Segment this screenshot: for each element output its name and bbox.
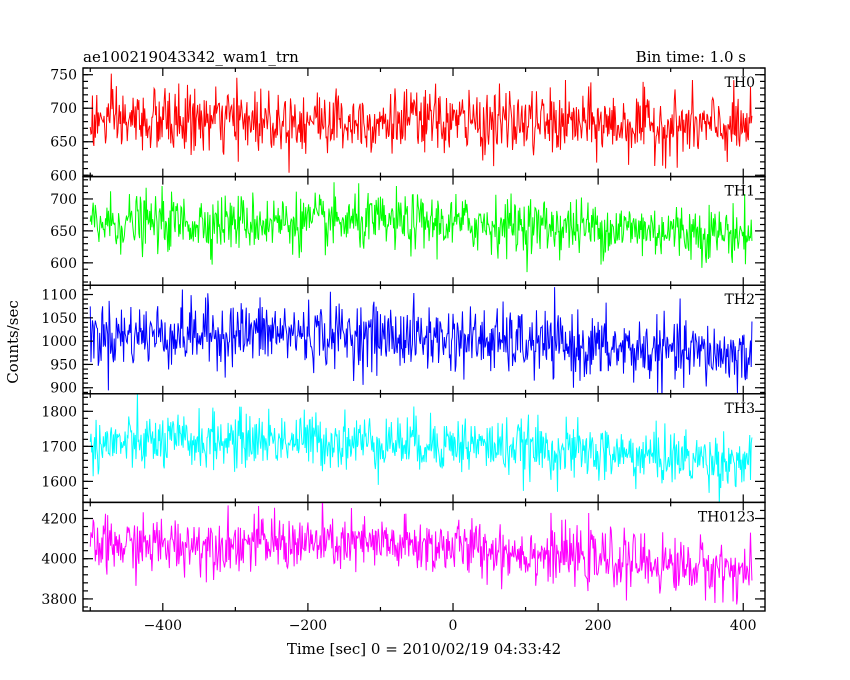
y-tick-label: 900 <box>50 381 77 397</box>
y-tick-label: 650 <box>50 224 77 240</box>
x-tick-label: 0 <box>449 618 458 634</box>
panel-th2: 900 950 1000 1050 1100 TH2 <box>41 284 766 397</box>
panel-label: TH0123 <box>698 509 755 525</box>
panel-label: TH3 <box>725 401 755 417</box>
y-tick-label: 700 <box>50 192 77 208</box>
y-tick-label: 4200 <box>41 511 77 527</box>
y-tick-label: 700 <box>50 101 77 117</box>
y-tick-label: 950 <box>50 357 77 373</box>
panel-frame <box>82 501 766 612</box>
chart-title: ae100219043342_wam1_trn <box>83 48 299 66</box>
y-tick-label: 3800 <box>41 592 77 608</box>
chart-subtitle: Bin time: 1.0 s <box>636 48 746 66</box>
y-tick-label: 1000 <box>41 334 77 350</box>
y-tick-label: 1800 <box>41 404 77 420</box>
panel-th0123: 3800 4000 4200 TH0123 <box>41 501 766 612</box>
x-tick-label: −200 <box>289 618 327 634</box>
y-tick-label: 600 <box>50 256 77 272</box>
panels-group: 600 650 700 750 TH0 600 650 700 TH1 900 950 1000 105… <box>41 67 766 634</box>
series-line-th3 <box>89 393 753 503</box>
panel-th0: 600 650 700 750 TH0 <box>50 67 766 184</box>
panel-label: TH2 <box>725 292 755 308</box>
y-tick-label: 650 <box>50 135 77 151</box>
panel-frame <box>82 393 766 504</box>
y-tick-label: 1050 <box>41 311 77 327</box>
panel-th1: 600 650 700 TH1 <box>50 175 766 286</box>
x-tick-label: 400 <box>730 618 757 634</box>
y-tick-label: 4000 <box>41 552 77 568</box>
x-axis-label: Time [sec] 0 = 2010/02/19 04:33:42 <box>287 640 561 658</box>
x-tick-label: −400 <box>144 618 182 634</box>
y-tick-label: 600 <box>50 168 77 184</box>
series-line-th0123 <box>89 502 753 605</box>
y-axis-label: Counts/sec <box>4 300 22 384</box>
panel-label: TH0 <box>725 75 755 91</box>
series-line-th2 <box>89 287 753 394</box>
series-line-th1 <box>89 182 753 273</box>
series-line-th0 <box>89 73 753 173</box>
panel-th3: 1600 1700 1800 TH3 <box>41 393 766 504</box>
y-tick-label: 1700 <box>41 439 77 455</box>
y-tick-label: 1600 <box>41 474 77 490</box>
x-tick-label: 200 <box>585 618 612 634</box>
panel-label: TH1 <box>725 184 755 200</box>
y-tick-label: 1100 <box>41 288 77 304</box>
y-tick-label: 750 <box>50 68 77 84</box>
